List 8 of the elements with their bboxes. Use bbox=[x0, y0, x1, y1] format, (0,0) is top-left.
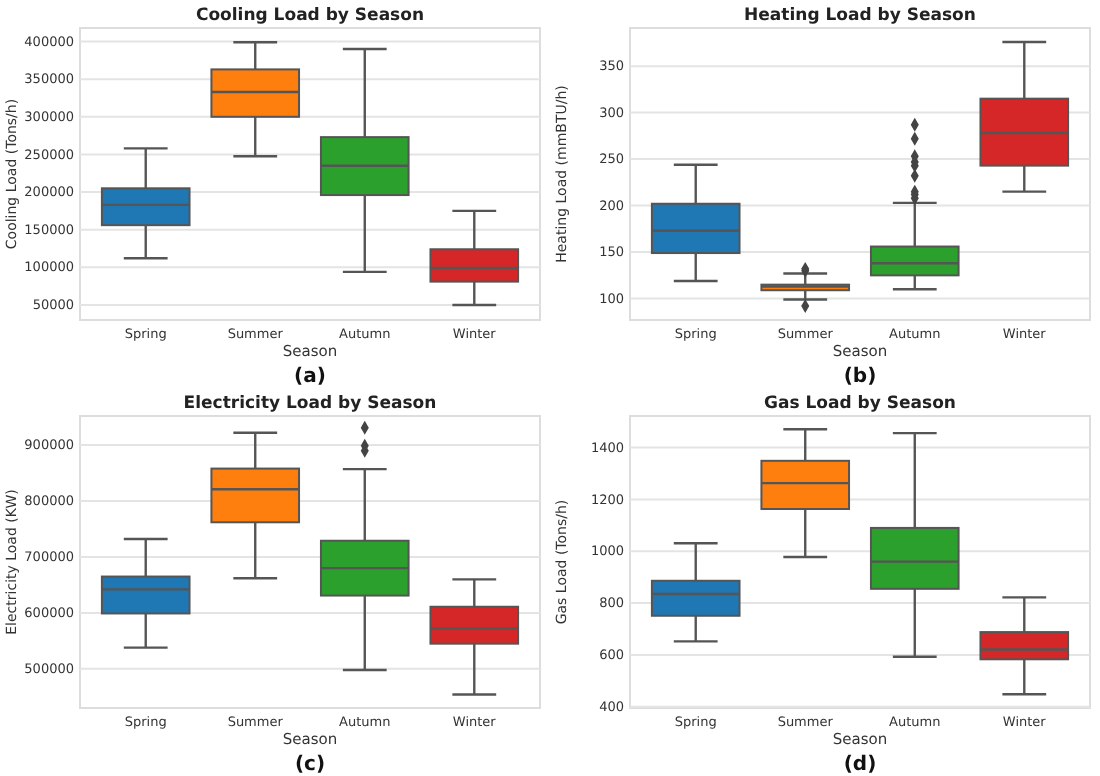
text: (b) bbox=[843, 366, 877, 388]
text: (a) bbox=[294, 366, 326, 388]
chart-title: Gas Load by Season bbox=[764, 394, 956, 414]
chart-title: Electricity Load by Season bbox=[183, 394, 437, 414]
text: (c) bbox=[294, 754, 326, 776]
chart-title: Heating Load by Season bbox=[744, 6, 976, 26]
text: (d) bbox=[843, 754, 877, 776]
chart-title: Cooling Load by Season bbox=[195, 6, 425, 26]
